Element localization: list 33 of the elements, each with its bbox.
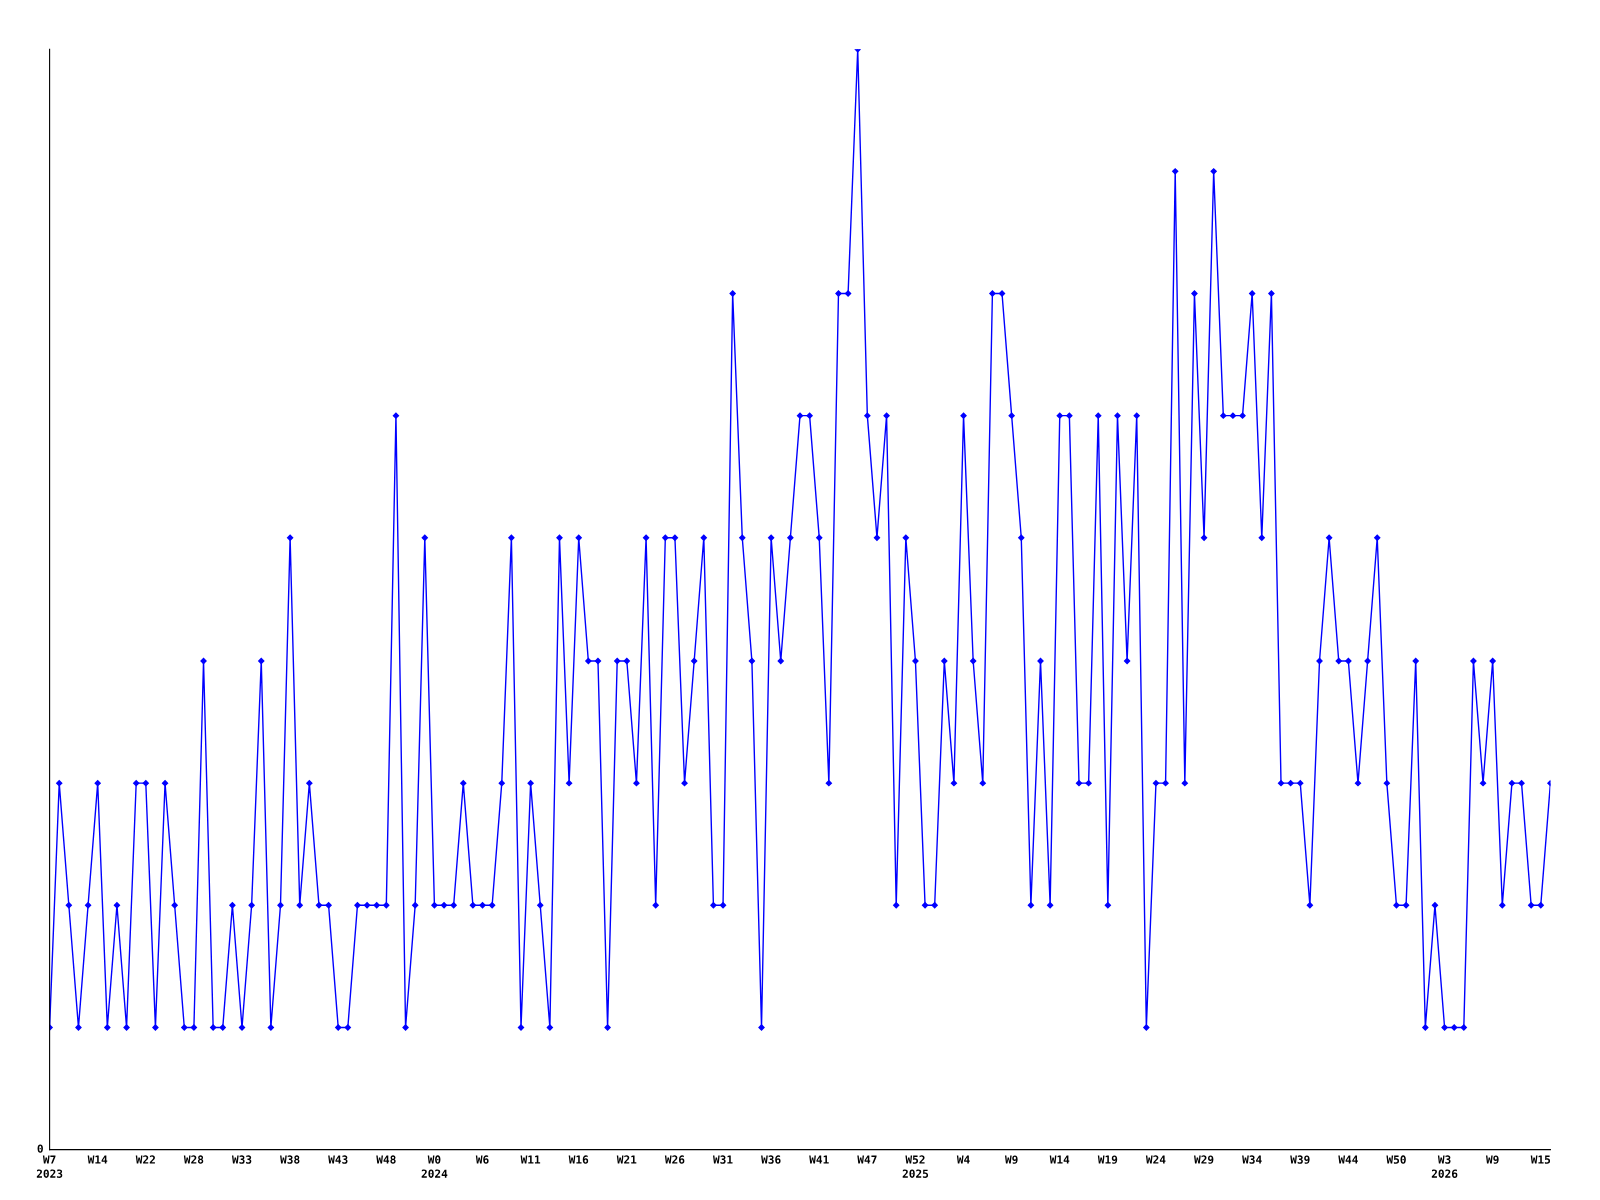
x-tick-label: W39	[1290, 1155, 1310, 1164]
x-tick-label: W21	[616, 1155, 637, 1164]
x-tick-label: W44	[1338, 1155, 1358, 1164]
x-tick-label: W0 2024	[421, 1155, 448, 1178]
x-tick-label: W41	[809, 1155, 829, 1164]
x-tick-label: W33	[231, 1155, 252, 1164]
x-tick-label: W22	[135, 1155, 155, 1164]
x-tick-label: W34	[1242, 1155, 1262, 1164]
x-tick-label: W52 2025	[902, 1155, 929, 1178]
x-tick-label: W3 2026	[1431, 1155, 1458, 1178]
x-tick-label: W9	[1004, 1155, 1018, 1164]
x-tick-label: W43	[328, 1155, 348, 1164]
x-tick-label: W31	[713, 1155, 733, 1164]
x-tick-label: W50	[1386, 1155, 1406, 1164]
text: 0	[37, 1144, 43, 1153]
x-tick-label: W19	[1097, 1155, 1118, 1164]
x-tick-label: W4	[956, 1155, 970, 1164]
x-tick-label: W26	[664, 1155, 685, 1164]
x-tick-label: W38	[280, 1155, 300, 1164]
x-tick-label: W47	[857, 1155, 877, 1164]
x-tick-label: W36	[761, 1155, 781, 1164]
x-tick-label: W24	[1145, 1155, 1166, 1164]
x-tick-label: W48	[376, 1155, 396, 1164]
x-tick-label: W15	[1530, 1155, 1551, 1164]
x-tick-label: W14	[1049, 1155, 1070, 1164]
x-tick-label: W29	[1194, 1155, 1214, 1164]
x-tick-label: W9	[1485, 1155, 1499, 1164]
x-tick-label: W11	[520, 1155, 541, 1164]
x-tick-label: W7 2023	[36, 1155, 63, 1178]
x-tick-label: W14	[87, 1155, 108, 1164]
x-tick-label: W6	[475, 1155, 489, 1164]
x-tick-label: W16	[568, 1155, 589, 1164]
x-tick-label: W28	[183, 1155, 204, 1164]
